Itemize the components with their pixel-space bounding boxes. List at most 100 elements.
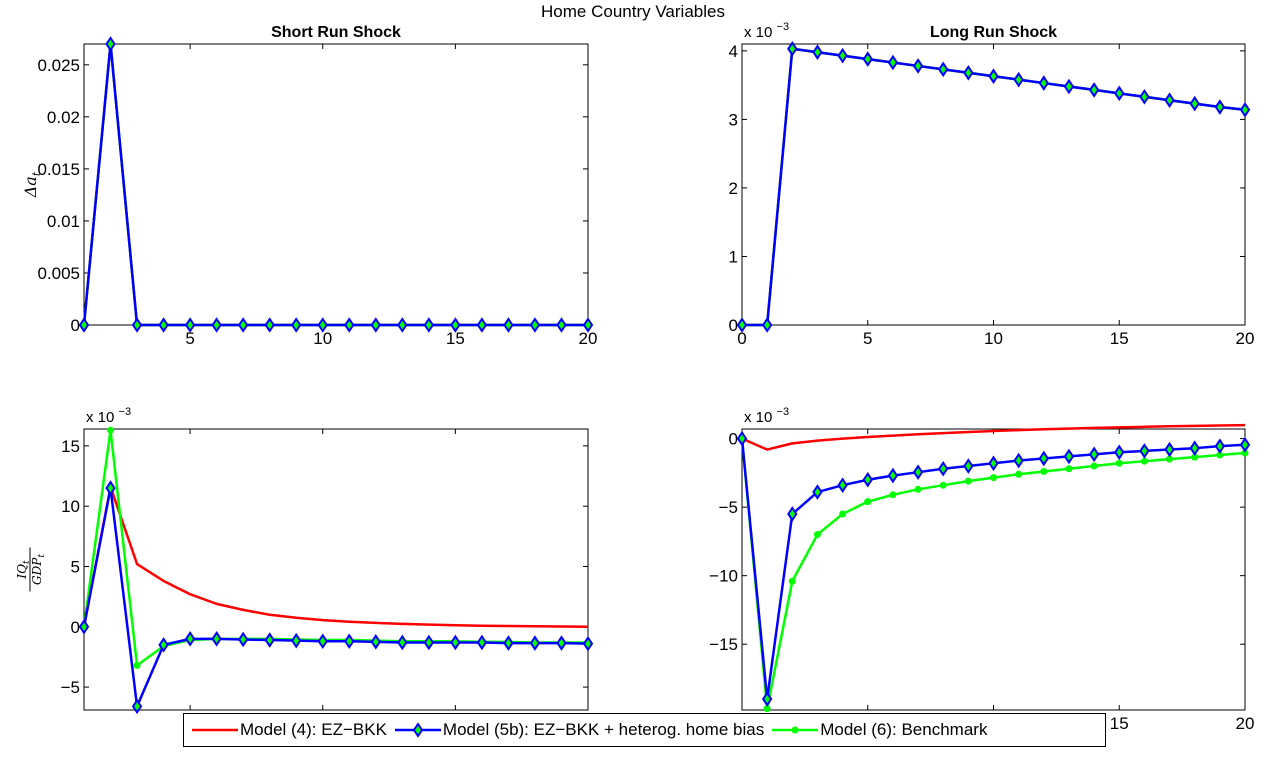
series-dot: [738, 45, 1249, 329]
data-point: [1216, 451, 1224, 459]
data-point: [1164, 92, 1175, 109]
data-point: [736, 430, 748, 447]
legend: Model (4): EZ−BKK Model (5b): EZ−BKK + h…: [183, 713, 1106, 747]
x-tick-label: 15: [1110, 714, 1129, 733]
data-point: [761, 317, 773, 333]
data-point: [963, 64, 974, 81]
series-dot: [738, 435, 1249, 713]
y-exponent-power: −3: [119, 406, 132, 418]
data-point: [963, 458, 974, 474]
data-point: [237, 631, 249, 648]
data-point: [582, 635, 594, 652]
y-exponent-power: −3: [777, 406, 790, 418]
data-point: [211, 317, 222, 333]
y-tick-label: 10: [61, 497, 80, 516]
y-axis-label: Δat: [21, 171, 43, 198]
data-point: [1164, 441, 1175, 458]
data-point: [237, 317, 249, 333]
data-point: [184, 317, 196, 333]
data-point: [317, 317, 328, 333]
data-point: [887, 467, 899, 484]
data-point: [211, 631, 222, 647]
x-tick-label: 20: [1236, 714, 1255, 733]
panel-2: [736, 40, 1251, 333]
data-point: [990, 474, 997, 482]
y-tick-label: 0: [71, 316, 80, 335]
y-tick-label: 4: [729, 42, 738, 61]
data-point: [582, 317, 594, 333]
y-tick-label: 0: [729, 316, 738, 335]
series-line: [82, 486, 589, 708]
data-point: [887, 54, 899, 71]
axes-frame: [741, 43, 1246, 326]
series-line: [742, 47, 1246, 327]
data-point: [788, 577, 796, 585]
panel-title: Short Run Shock: [271, 24, 401, 41]
series-line: [742, 47, 1246, 327]
data-point: [1166, 455, 1174, 463]
data-point: [862, 51, 873, 67]
series-none: [742, 47, 1246, 327]
y-tick-label: 0: [71, 618, 80, 637]
y-tick-label: 0.02: [47, 108, 80, 127]
y-tick-label: 2: [729, 179, 738, 198]
legend-item-model6: Model (6): Benchmark: [770, 720, 987, 740]
data-point: [1189, 440, 1200, 456]
data-point: [131, 317, 143, 333]
data-point: [107, 426, 115, 434]
data-point: [264, 317, 275, 333]
data-point: [317, 633, 328, 650]
x-tick-label: 0: [737, 329, 746, 348]
series-line: [741, 423, 1246, 451]
data-point: [133, 661, 141, 669]
data-point: [1241, 449, 1249, 457]
data-point: [837, 477, 848, 494]
legend-label-model4: Model (4): EZ−BKK: [240, 720, 387, 739]
series-none: [82, 485, 589, 629]
data-point: [450, 317, 461, 333]
data-point: [1013, 71, 1024, 88]
axes-frame: [741, 428, 1246, 711]
axes-frame: [83, 43, 589, 326]
data-point: [812, 484, 823, 500]
data-point: [344, 633, 355, 650]
data-point: [1139, 443, 1150, 459]
series-dot: [80, 40, 592, 329]
legend-label-model6: Model (6): Benchmark: [820, 720, 988, 739]
data-point: [105, 36, 116, 52]
series-none: [741, 423, 1246, 451]
data-point: [763, 705, 771, 713]
data-point: [937, 460, 949, 477]
data-point: [912, 58, 924, 74]
legend-swatch-model6: [772, 726, 819, 734]
data-point: [1114, 85, 1125, 102]
y-tick-label: 0.01: [47, 212, 80, 231]
y-tick-label: 15: [61, 437, 80, 456]
data-point: [812, 44, 823, 61]
x-tick-label: 10: [313, 329, 332, 348]
data-point: [1239, 101, 1251, 118]
y-tick-label: −15: [709, 635, 738, 654]
data-point: [158, 637, 169, 653]
data-point: [1214, 99, 1226, 115]
data-point: [1015, 470, 1023, 478]
x-tick-label: 5: [185, 329, 194, 348]
data-point: [914, 485, 922, 493]
data-point: [503, 635, 514, 651]
data-point: [556, 635, 567, 651]
data-point: [1115, 459, 1123, 467]
data-point: [529, 317, 541, 333]
data-point: [1214, 438, 1226, 454]
data-point: [939, 481, 947, 489]
data-point: [839, 510, 847, 518]
data-point: [291, 632, 302, 649]
data-point: [78, 317, 90, 333]
figure-title: Home Country Variables: [541, 2, 725, 21]
panel-1: [78, 36, 594, 333]
legend-swatch-model4: [192, 728, 238, 732]
data-point: [1191, 453, 1199, 461]
data-point: [1040, 467, 1048, 475]
data-point: [787, 506, 798, 522]
series-line: [742, 47, 1246, 327]
